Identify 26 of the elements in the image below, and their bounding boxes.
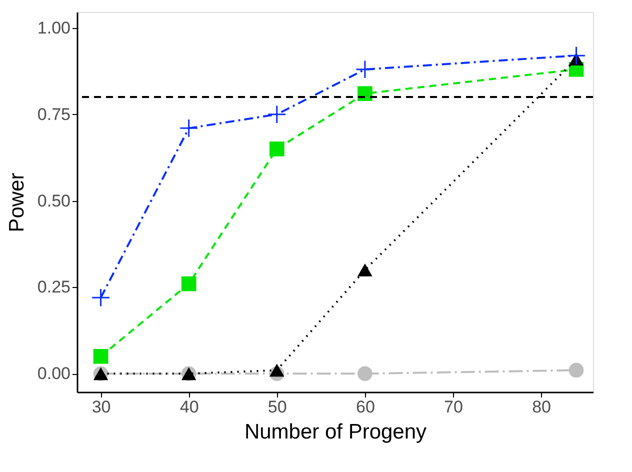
x-tick-label: 50 <box>268 398 287 416</box>
point <box>93 348 108 364</box>
point <box>181 276 196 292</box>
point <box>269 142 284 156</box>
y-tick-label: 1.00 <box>37 18 70 38</box>
x-tick-label: 80 <box>532 398 552 416</box>
y-tick-label: 0.00 <box>37 364 70 384</box>
point <box>267 104 286 124</box>
point <box>269 364 284 377</box>
y-tick-label: 0.50 <box>37 191 70 210</box>
y-tick-label: 0.25 <box>37 278 70 297</box>
point <box>566 46 586 65</box>
point <box>356 60 374 79</box>
point <box>358 86 372 102</box>
x-tick-label: 40 <box>180 398 199 416</box>
point <box>358 366 372 382</box>
x-axis-title: Number of Progeny <box>244 420 428 444</box>
y-tick-label: 0.75 <box>37 104 70 124</box>
point <box>358 264 372 276</box>
y-axis-title: Power <box>5 172 28 232</box>
point <box>179 118 198 138</box>
x-tick-label: 70 <box>444 398 463 416</box>
point <box>568 362 584 378</box>
x-tick-label: 30 <box>92 398 111 416</box>
x-tick-label: 60 <box>356 398 375 416</box>
point <box>91 288 110 308</box>
